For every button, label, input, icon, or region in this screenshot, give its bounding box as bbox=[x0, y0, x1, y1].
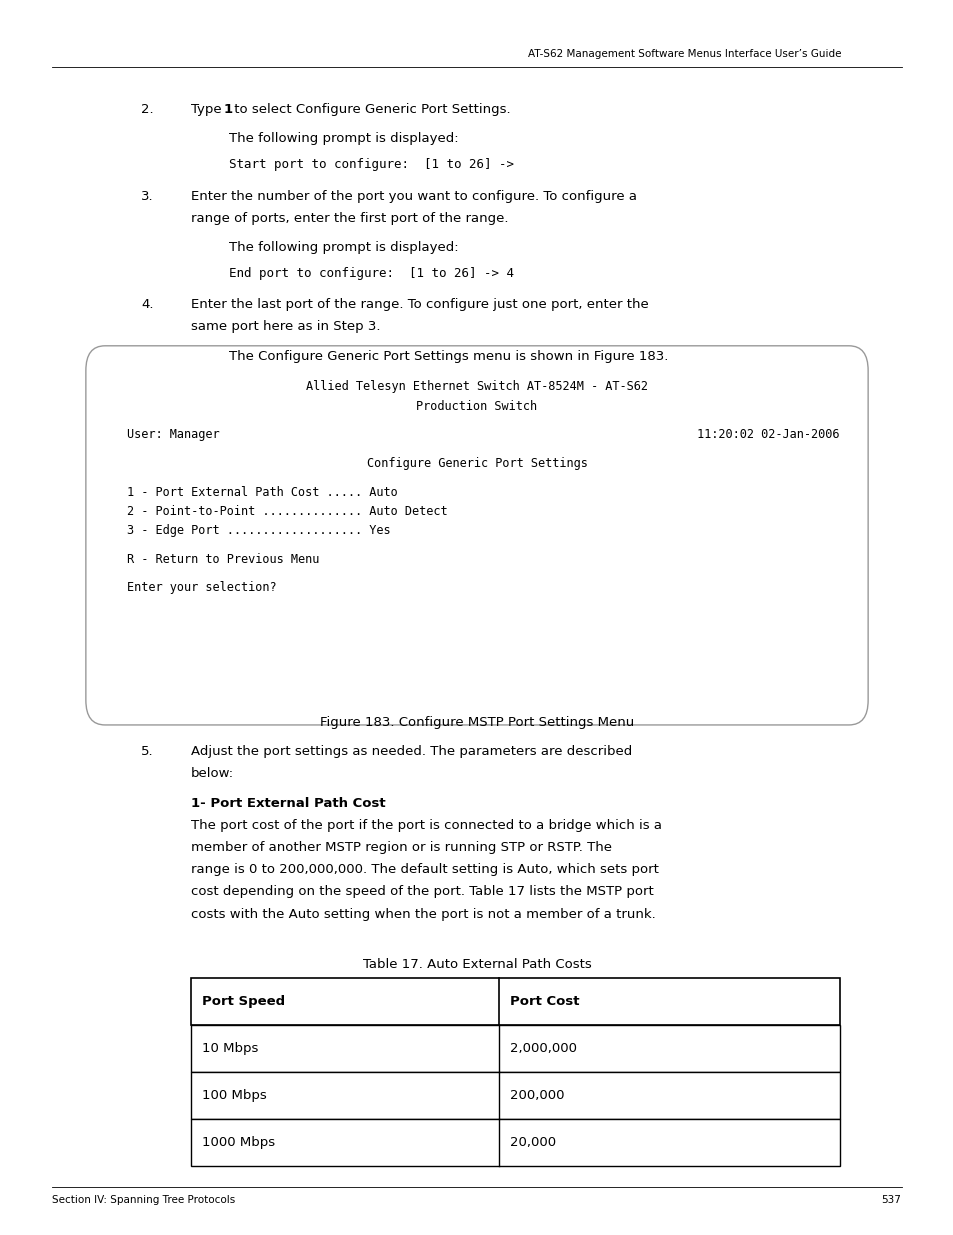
Text: The Configure Generic Port Settings menu is shown in Figure 183.: The Configure Generic Port Settings menu… bbox=[229, 350, 668, 363]
Text: Enter the last port of the range. To configure just one port, enter the: Enter the last port of the range. To con… bbox=[191, 298, 648, 311]
Text: User: Manager: User: Manager bbox=[127, 429, 219, 441]
Text: cost depending on the speed of the port. Table 17 lists the MSTP port: cost depending on the speed of the port.… bbox=[191, 885, 653, 899]
Text: Section IV: Spanning Tree Protocols: Section IV: Spanning Tree Protocols bbox=[52, 1195, 235, 1205]
Text: Configure Generic Port Settings: Configure Generic Port Settings bbox=[366, 457, 587, 471]
Text: same port here as in Step 3.: same port here as in Step 3. bbox=[191, 320, 380, 333]
Text: Allied Telesyn Ethernet Switch AT-8524M - AT-S62: Allied Telesyn Ethernet Switch AT-8524M … bbox=[306, 380, 647, 394]
Text: 100 Mbps: 100 Mbps bbox=[202, 1089, 267, 1102]
Text: The port cost of the port if the port is connected to a bridge which is a: The port cost of the port if the port is… bbox=[191, 819, 661, 832]
Bar bbox=[191, 1025, 839, 1072]
Text: Start port to configure:  [1 to 26] ->: Start port to configure: [1 to 26] -> bbox=[229, 158, 514, 172]
Text: Enter the number of the port you want to configure. To configure a: Enter the number of the port you want to… bbox=[191, 190, 637, 204]
Text: Enter your selection?: Enter your selection? bbox=[127, 582, 276, 594]
Text: 4.: 4. bbox=[141, 298, 153, 311]
Text: 20,000: 20,000 bbox=[510, 1136, 556, 1149]
Text: Table 17. Auto External Path Costs: Table 17. Auto External Path Costs bbox=[362, 958, 591, 972]
Bar bbox=[191, 978, 839, 1025]
Text: Port Cost: Port Cost bbox=[510, 995, 579, 1008]
Text: 2 - Point-to-Point .............. Auto Detect: 2 - Point-to-Point .............. Auto D… bbox=[127, 505, 447, 517]
Text: member of another MSTP region or is running STP or RSTP. The: member of another MSTP region or is runn… bbox=[191, 841, 611, 855]
Text: 2,000,000: 2,000,000 bbox=[510, 1042, 577, 1055]
Text: below:: below: bbox=[191, 767, 233, 781]
Text: The following prompt is displayed:: The following prompt is displayed: bbox=[229, 241, 458, 254]
Text: 1000 Mbps: 1000 Mbps bbox=[202, 1136, 275, 1149]
Text: costs with the Auto setting when the port is not a member of a trunk.: costs with the Auto setting when the por… bbox=[191, 908, 655, 921]
Text: 1: 1 bbox=[223, 103, 233, 116]
Text: Adjust the port settings as needed. The parameters are described: Adjust the port settings as needed. The … bbox=[191, 745, 632, 758]
Text: 1- Port External Path Cost: 1- Port External Path Cost bbox=[191, 797, 385, 810]
Text: range is 0 to 200,000,000. The default setting is Auto, which sets port: range is 0 to 200,000,000. The default s… bbox=[191, 863, 658, 877]
Text: 5.: 5. bbox=[141, 745, 153, 758]
Text: 3.: 3. bbox=[141, 190, 153, 204]
FancyBboxPatch shape bbox=[86, 346, 867, 725]
Text: AT-S62 Management Software Menus Interface User’s Guide: AT-S62 Management Software Menus Interfa… bbox=[527, 49, 841, 59]
Text: Figure 183. Configure MSTP Port Settings Menu: Figure 183. Configure MSTP Port Settings… bbox=[319, 716, 634, 730]
Bar bbox=[191, 1072, 839, 1119]
Text: Production Switch: Production Switch bbox=[416, 400, 537, 412]
Text: 1 - Port External Path Cost ..... Auto: 1 - Port External Path Cost ..... Auto bbox=[127, 485, 397, 499]
Text: 200,000: 200,000 bbox=[510, 1089, 564, 1102]
Text: 3 - Edge Port ................... Yes: 3 - Edge Port ................... Yes bbox=[127, 524, 390, 537]
Bar bbox=[191, 1119, 839, 1166]
Text: 11:20:02 02-Jan-2006: 11:20:02 02-Jan-2006 bbox=[697, 429, 839, 441]
Text: 537: 537 bbox=[881, 1195, 901, 1205]
Text: to select Configure Generic Port Settings.: to select Configure Generic Port Setting… bbox=[230, 103, 510, 116]
Text: range of ports, enter the first port of the range.: range of ports, enter the first port of … bbox=[191, 212, 508, 226]
Text: End port to configure:  [1 to 26] -> 4: End port to configure: [1 to 26] -> 4 bbox=[229, 267, 514, 280]
Text: Type: Type bbox=[191, 103, 226, 116]
Text: 2.: 2. bbox=[141, 103, 153, 116]
Text: The following prompt is displayed:: The following prompt is displayed: bbox=[229, 132, 458, 146]
Text: Port Speed: Port Speed bbox=[202, 995, 285, 1008]
Text: R - Return to Previous Menu: R - Return to Previous Menu bbox=[127, 553, 319, 566]
Text: 10 Mbps: 10 Mbps bbox=[202, 1042, 258, 1055]
